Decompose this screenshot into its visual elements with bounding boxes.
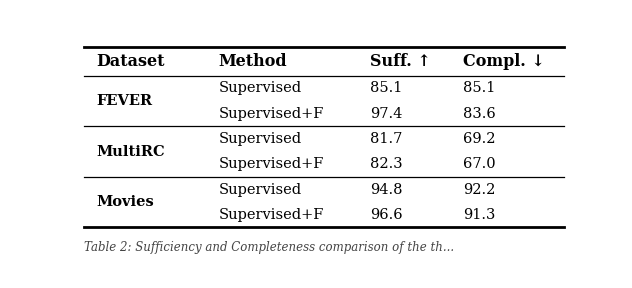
Text: FEVER: FEVER xyxy=(96,94,152,108)
Text: 92.2: 92.2 xyxy=(463,183,496,196)
Text: 97.4: 97.4 xyxy=(370,107,403,121)
Text: 85.1: 85.1 xyxy=(370,81,403,95)
Text: 69.2: 69.2 xyxy=(463,132,496,146)
Text: 82.3: 82.3 xyxy=(370,157,403,171)
Text: 83.6: 83.6 xyxy=(463,107,496,121)
Text: Suff. ↑: Suff. ↑ xyxy=(370,53,431,70)
Text: 94.8: 94.8 xyxy=(370,183,403,196)
Text: 91.3: 91.3 xyxy=(463,208,496,222)
Text: Compl. ↓: Compl. ↓ xyxy=(463,53,545,70)
Text: Table 2: Sufficiency and Completeness comparison of the th...: Table 2: Sufficiency and Completeness co… xyxy=(84,241,454,254)
Text: Supervised+F: Supervised+F xyxy=(219,107,324,121)
Text: Supervised: Supervised xyxy=(219,81,301,95)
Text: 67.0: 67.0 xyxy=(463,157,496,171)
Text: 96.6: 96.6 xyxy=(370,208,403,222)
Text: Supervised: Supervised xyxy=(219,183,301,196)
Text: Supervised+F: Supervised+F xyxy=(219,208,324,222)
Text: Movies: Movies xyxy=(96,195,154,209)
Text: Supervised+F: Supervised+F xyxy=(219,157,324,171)
Text: 81.7: 81.7 xyxy=(370,132,403,146)
Text: Method: Method xyxy=(219,53,287,70)
Text: 85.1: 85.1 xyxy=(463,81,496,95)
Text: MultiRC: MultiRC xyxy=(96,145,165,159)
Text: Supervised: Supervised xyxy=(219,132,301,146)
Text: Dataset: Dataset xyxy=(96,53,165,70)
